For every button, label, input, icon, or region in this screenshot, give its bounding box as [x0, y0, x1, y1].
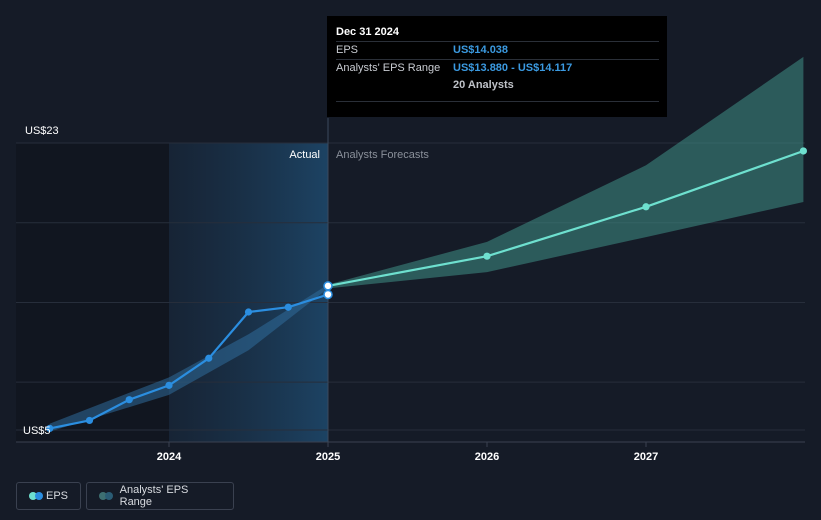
- eps-legend-icon: [29, 492, 43, 500]
- tooltip-range-value: US$13.880 - US$14.117: [453, 62, 573, 74]
- x-tick-label: 2025: [316, 451, 340, 463]
- eps-forecast-point[interactable]: [642, 203, 650, 211]
- tooltip-range-label: Analysts' EPS Range: [336, 62, 441, 74]
- eps-actual-point[interactable]: [323, 289, 333, 300]
- legend-eps-range[interactable]: Analysts' EPS Range: [86, 482, 234, 510]
- y-axis-max-label: US$23: [25, 125, 59, 137]
- eps-forecast-line: [327, 149, 804, 287]
- eps-actual-point[interactable]: [165, 381, 173, 389]
- y-axis-min-label: US$5: [23, 425, 51, 437]
- legend-eps[interactable]: EPS: [16, 482, 81, 510]
- legend-range-label: Analysts' EPS Range: [119, 484, 189, 508]
- actual-label: Actual: [289, 149, 320, 161]
- range-legend-icon: [99, 492, 113, 500]
- tooltip-eps-row: EPS US$14.038: [336, 41, 659, 59]
- eps-range-band-forecast: [328, 56, 804, 289]
- tooltip-eps-label: EPS: [336, 44, 359, 56]
- tooltip-divider: [336, 101, 659, 102]
- eps-range-band-actual: [49, 284, 328, 432]
- tooltip-analysts-row: 20 Analysts: [336, 77, 659, 94]
- eps-forecast-point[interactable]: [799, 147, 808, 155]
- eps-forecast-point[interactable]: [483, 252, 491, 260]
- eps-actual-point[interactable]: [46, 424, 54, 433]
- eps-actual-point[interactable]: [244, 308, 253, 316]
- actual-highlight: [169, 143, 328, 442]
- x-tick-label: 2026: [475, 451, 499, 463]
- tooltip-eps-value: US$14.038: [453, 44, 509, 56]
- eps-actual-line: [49, 293, 329, 430]
- eps-actual-point[interactable]: [85, 416, 94, 425]
- eps-actual-point[interactable]: [284, 303, 292, 311]
- eps-highlight-point[interactable]: [323, 281, 333, 291]
- x-tick-label: 2027: [634, 451, 658, 463]
- eps-actual-point[interactable]: [125, 396, 133, 404]
- tooltip-analysts-count: 20 Analysts: [453, 79, 514, 91]
- legend-eps-label: EPS: [45, 490, 68, 502]
- eps-actual-point[interactable]: [205, 354, 213, 362]
- tooltip-date: Dec 31 2024: [336, 26, 399, 38]
- forecast-label: Analysts Forecasts: [336, 149, 429, 161]
- tooltip: Dec 31 2024 EPS US$14.038 Analysts' EPS …: [327, 16, 667, 117]
- tooltip-range-row: Analysts' EPS Range US$13.880 - US$14.11…: [336, 59, 659, 77]
- x-tick-label: 2024: [157, 451, 182, 463]
